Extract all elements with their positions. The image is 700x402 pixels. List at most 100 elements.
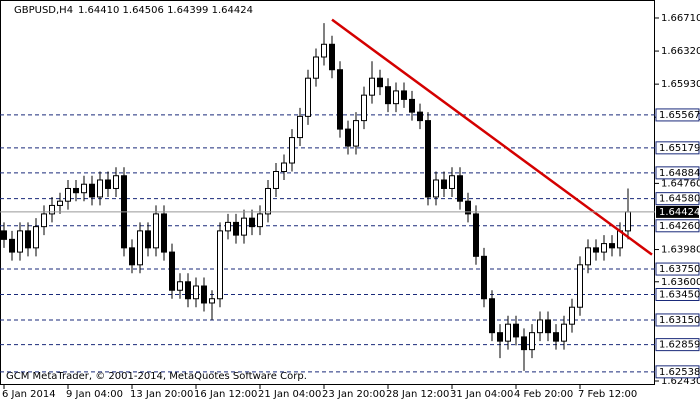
candle-body — [337, 69, 343, 130]
candle-body — [585, 247, 591, 266]
candle-body — [129, 247, 135, 266]
level-label: 1.64580 — [659, 194, 700, 205]
candle-body — [545, 319, 551, 334]
candle-body — [137, 230, 143, 266]
level-box — [655, 365, 700, 379]
level-label: 1.62859 — [659, 340, 700, 351]
candle-body — [537, 319, 543, 334]
chart-subtitle: 1.64410 1.64506 1.64399 1.64424 — [78, 5, 253, 16]
candle-body — [401, 90, 407, 100]
candle-body — [561, 323, 567, 342]
candle-body — [201, 285, 207, 304]
candle-body — [441, 179, 447, 189]
candle-body — [65, 187, 71, 202]
x-tick-label: 23 Jan 20:00 — [322, 389, 385, 400]
candle-body — [609, 243, 615, 249]
candle-body — [281, 162, 287, 173]
candle-body — [105, 179, 111, 189]
level-label: 1.64260 — [659, 221, 700, 232]
candle-body — [217, 230, 223, 300]
level-box — [655, 262, 700, 276]
level-label: 1.62538 — [659, 367, 700, 378]
level-label: 1.63450 — [659, 289, 700, 300]
x-tick-label: 13 Jan 20:00 — [130, 389, 193, 400]
level-box — [655, 287, 700, 301]
candle-body — [329, 43, 335, 71]
candle-body — [417, 111, 423, 122]
candle-body — [25, 230, 31, 249]
candle-body — [457, 175, 463, 202]
level-box — [655, 166, 700, 180]
y-tick-label: 1.63600 — [661, 277, 700, 288]
x-tick-label: 7 Feb 12:00 — [578, 389, 637, 400]
candle-body — [593, 247, 599, 253]
candle-body — [385, 86, 391, 105]
candle-body — [265, 187, 271, 215]
trendline — [331, 18, 653, 256]
level-box — [655, 141, 700, 155]
candle-body — [17, 230, 23, 253]
x-tick-label: 28 Jan 12:00 — [386, 389, 449, 400]
candle-body — [41, 213, 47, 228]
x-tick-label: 31 Jan 04:00 — [450, 389, 513, 400]
candle-body — [73, 187, 79, 194]
candle-body — [393, 90, 399, 105]
x-tick-label: 9 Jan 04:00 — [66, 389, 123, 400]
candle-body — [433, 179, 439, 198]
x-tick-label: 21 Jan 04:00 — [258, 389, 321, 400]
candle-body — [321, 43, 327, 58]
candle-body — [161, 213, 167, 253]
candle-body — [553, 332, 559, 342]
candle-body — [145, 230, 151, 249]
candle-body — [577, 264, 583, 308]
candle-body — [209, 298, 215, 304]
candle-body — [345, 128, 351, 147]
candle-body — [1, 230, 7, 240]
candle-body — [113, 175, 119, 189]
candle-body — [49, 204, 55, 215]
candle-body — [377, 77, 383, 88]
candle-body — [505, 323, 511, 342]
candle-body — [601, 243, 607, 253]
candle-body — [241, 217, 247, 236]
candle-body — [169, 251, 175, 291]
candle-body — [89, 183, 95, 198]
level-box — [655, 338, 700, 352]
candle-body — [353, 120, 359, 147]
candle-body — [81, 183, 87, 194]
level-box — [655, 219, 700, 233]
candle-body — [249, 217, 255, 228]
candle-body — [513, 323, 519, 338]
candle-body — [289, 137, 295, 164]
candle-body — [529, 332, 535, 351]
candle-body — [313, 56, 319, 79]
x-tick-label: 16 Jan 12:00 — [194, 389, 257, 400]
candle-body — [9, 238, 15, 253]
level-label: 1.63150 — [659, 315, 700, 326]
candle-body — [297, 115, 303, 139]
candle-body — [369, 77, 375, 96]
candle-body — [521, 336, 527, 351]
candle-body — [33, 226, 39, 249]
price-box — [656, 205, 699, 218]
candle-body — [233, 221, 239, 236]
y-tick-label: 1.65930 — [661, 79, 700, 90]
level-box — [655, 192, 700, 206]
level-label: 1.64884 — [659, 168, 700, 179]
level-label: 1.65179 — [659, 143, 700, 154]
candle-body — [473, 213, 479, 257]
candle-body — [257, 213, 263, 228]
x-tick-label: 4 Feb 20:00 — [514, 389, 573, 400]
y-tick-label: 1.63980 — [661, 245, 700, 256]
chart-title: GBPUSD,H4 — [14, 5, 73, 16]
level-label: 1.63750 — [659, 264, 700, 275]
candle-body — [425, 120, 431, 198]
candle-body — [409, 98, 415, 113]
candle-body — [57, 200, 63, 206]
y-tick-label: 1.66710 — [661, 13, 700, 24]
y-tick-label: 1.64760 — [661, 178, 700, 189]
level-label: 1.65567 — [659, 110, 700, 121]
candle-body — [569, 306, 575, 325]
candle-body — [185, 281, 191, 300]
candle-body — [305, 77, 311, 117]
